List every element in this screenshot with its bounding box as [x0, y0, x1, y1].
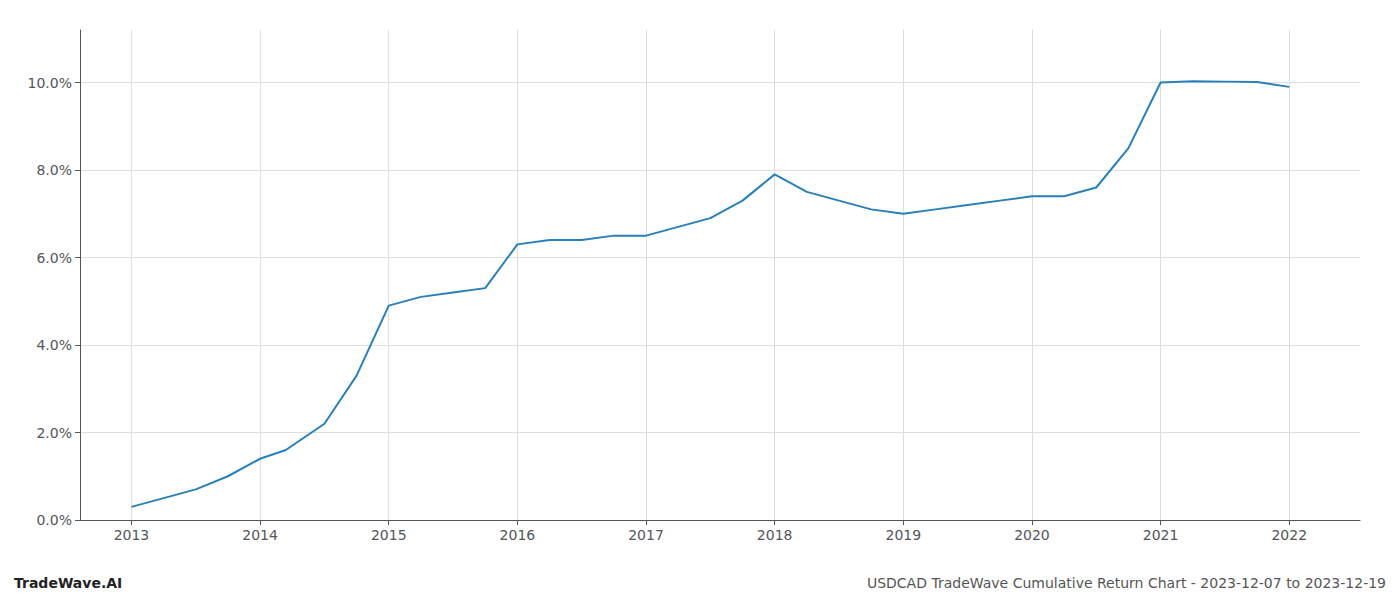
svg-text:8.0%: 8.0% — [36, 162, 72, 178]
svg-text:2021: 2021 — [1143, 527, 1179, 543]
svg-text:2016: 2016 — [500, 527, 536, 543]
svg-text:2014: 2014 — [242, 527, 278, 543]
svg-text:4.0%: 4.0% — [36, 337, 72, 353]
svg-text:2022: 2022 — [1271, 527, 1307, 543]
svg-text:2018: 2018 — [757, 527, 793, 543]
svg-text:2017: 2017 — [628, 527, 664, 543]
svg-text:0.0%: 0.0% — [36, 512, 72, 528]
svg-text:2019: 2019 — [885, 527, 921, 543]
svg-text:2013: 2013 — [114, 527, 150, 543]
svg-text:USDCAD TradeWave Cumulative Re: USDCAD TradeWave Cumulative Return Chart… — [867, 575, 1386, 591]
svg-text:2020: 2020 — [1014, 527, 1050, 543]
svg-text:2015: 2015 — [371, 527, 407, 543]
svg-text:6.0%: 6.0% — [36, 250, 72, 266]
svg-text:10.0%: 10.0% — [28, 75, 72, 91]
svg-text:2.0%: 2.0% — [36, 425, 72, 441]
svg-text:TradeWave.AI: TradeWave.AI — [14, 575, 122, 591]
